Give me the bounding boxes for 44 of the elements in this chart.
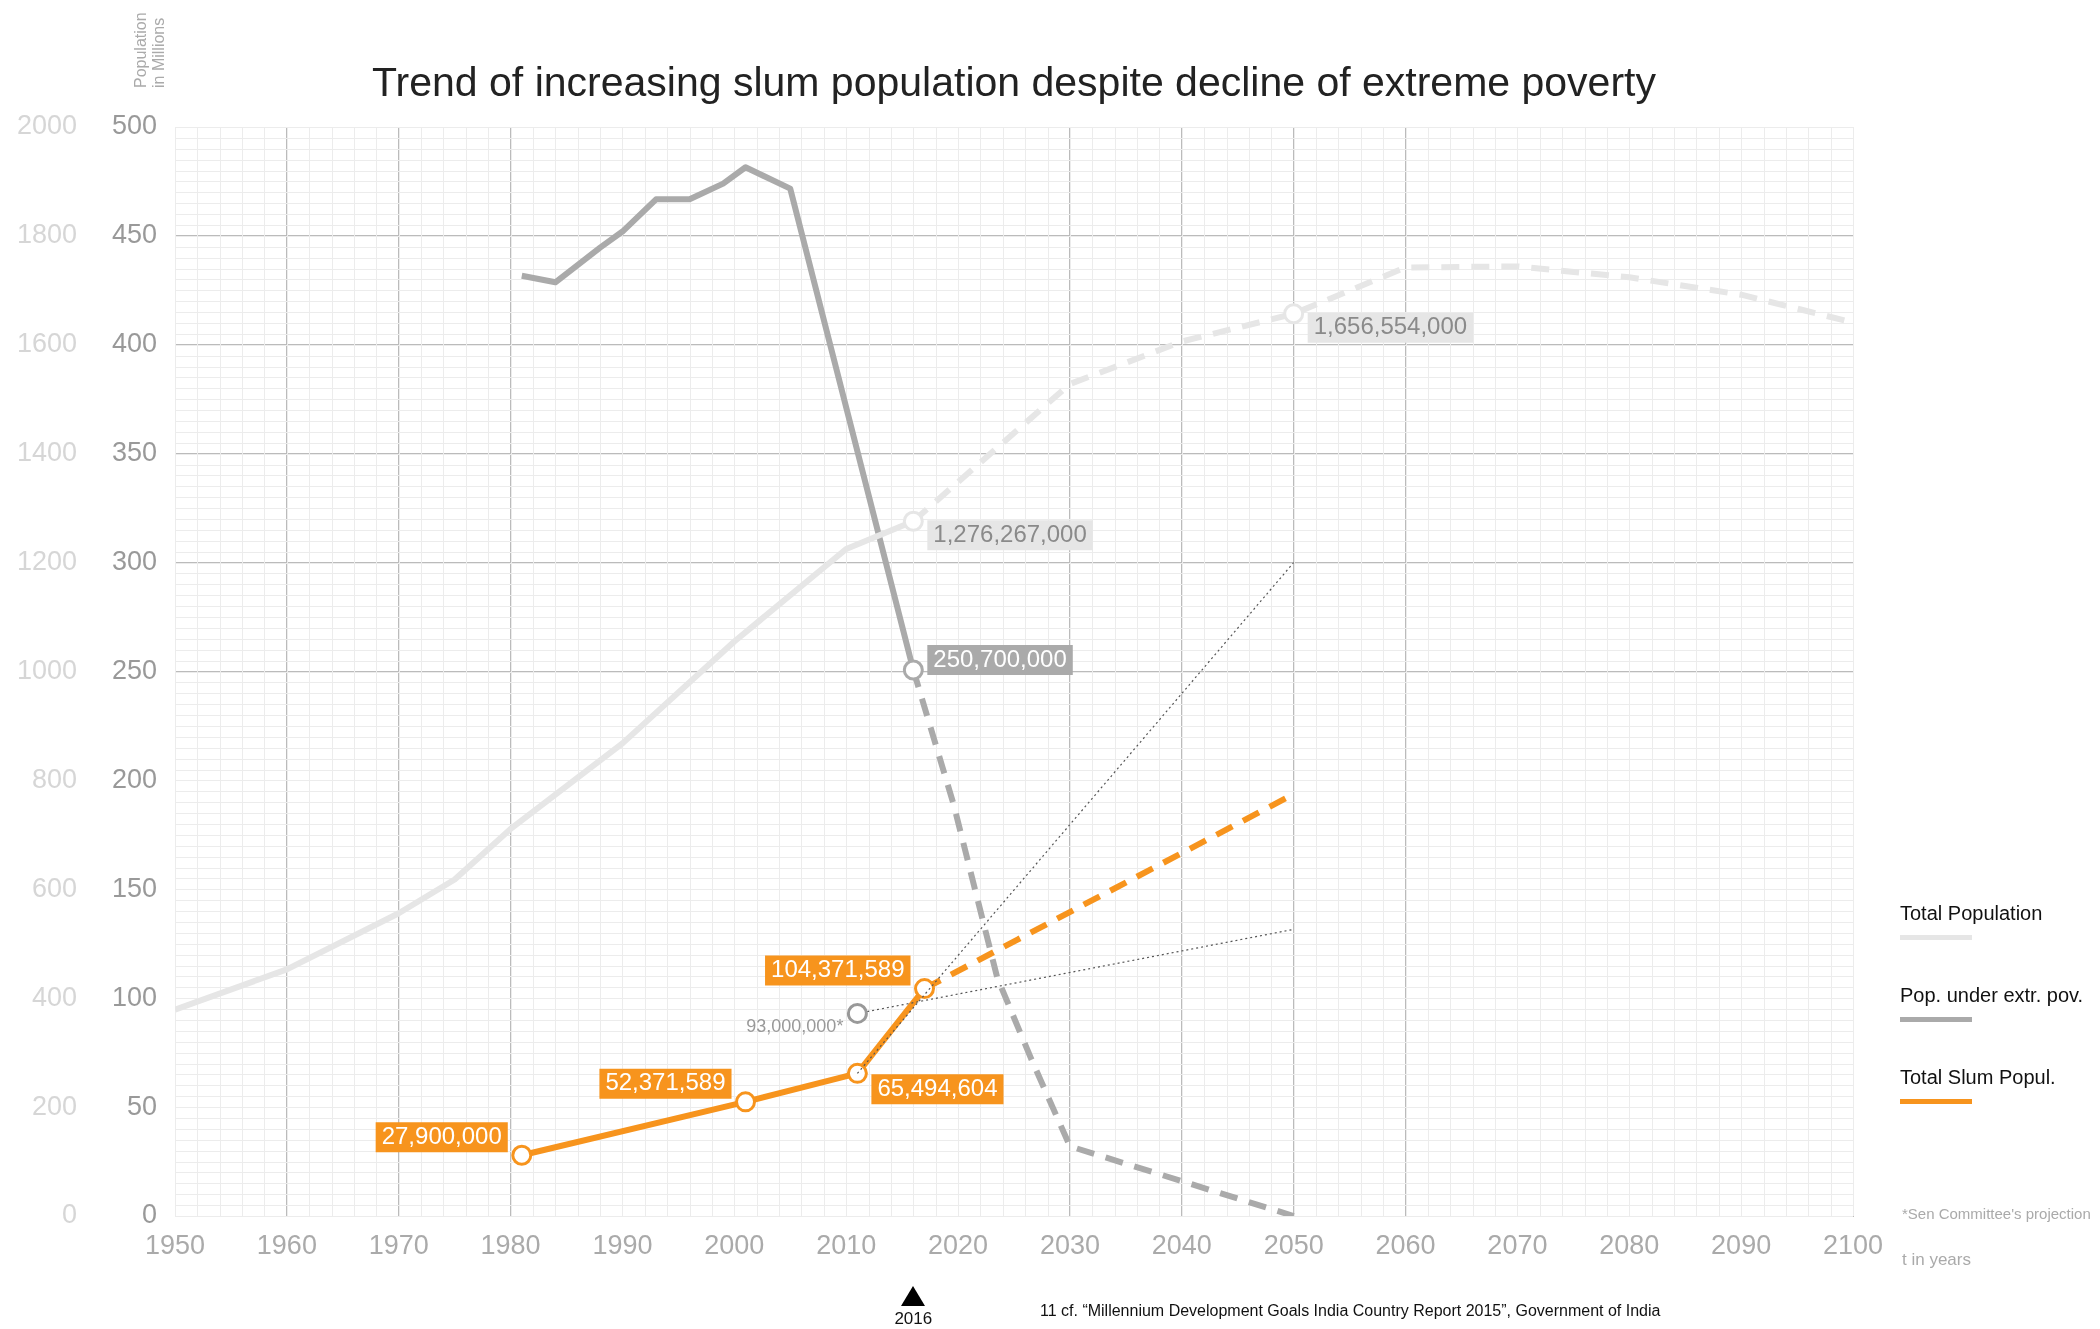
text: Pop. under extr. pov. (1900, 984, 2084, 1007)
text: *Sen Committee's projection (1902, 1205, 2091, 1222)
x-tick-label: 2090 (1711, 1229, 1772, 1260)
annotation: 27,900,000 (381, 1121, 502, 1149)
x-tick-label: 2070 (1487, 1229, 1548, 1260)
y-tick-label: 150 (111, 872, 157, 903)
x-tick-label: 2080 (1599, 1229, 1660, 1260)
y-tick-label: 400 (111, 328, 157, 359)
text: Total Slum Popul. (1900, 1066, 2057, 1089)
x-tick-label: 1970 (368, 1229, 429, 1260)
x-tick-label: 2100 (1822, 1229, 1884, 1260)
x-tick-label: 2020 (928, 1229, 989, 1260)
annotation: 250,700,000 (933, 644, 1067, 672)
x-axis-title: t in years (1902, 1250, 1971, 1269)
y-tick-label: 250 (111, 654, 157, 685)
annotation: 52,371,589 (605, 1068, 726, 1096)
y-tick-label: 500 (111, 110, 157, 141)
y-tick-label: 50 (126, 1090, 157, 1121)
x-tick-label: 1950 (144, 1229, 206, 1260)
y-tick-label: 350 (111, 437, 157, 468)
y-tick-label: 100 (111, 981, 157, 1012)
x-tick-label: 2010 (816, 1229, 877, 1260)
annotation: 1,656,554,000 (1313, 312, 1468, 340)
annotation: 93,000,000* (746, 1016, 844, 1037)
annotation: 104,371,589 (771, 955, 905, 983)
x-tick-label: 1960 (256, 1229, 317, 1260)
text: Total Population (1900, 902, 2044, 925)
y-axis-title: Population in Millions (132, 12, 167, 88)
y-tick-label: 450 (111, 219, 157, 250)
x-tick-label: 2000 (704, 1229, 765, 1260)
y-tick-label: 300 (111, 546, 157, 577)
annotation: 65,494,604 (877, 1073, 998, 1101)
annotation: 1,276,267,000 (933, 519, 1087, 547)
y-tick-label: 200 (111, 763, 157, 794)
y-tick-label: 0 (141, 1199, 157, 1230)
x-tick-label: 1980 (480, 1229, 541, 1260)
x-tick-label: 2060 (1375, 1229, 1436, 1260)
text: 11 cf. “Millennium Development Goals India Country Report 2015”, Government of India (1040, 1302, 1661, 1319)
x-tick-label: 2050 (1263, 1229, 1324, 1260)
x-tick-label: 2030 (1039, 1229, 1100, 1260)
chart-title: Trend of increasing slum population despite decline of extreme poverty (372, 59, 1657, 105)
text: 2016 (894, 1309, 933, 1328)
x-tick-label: 2040 (1151, 1229, 1212, 1260)
x-tick-label: 1990 (592, 1229, 653, 1260)
